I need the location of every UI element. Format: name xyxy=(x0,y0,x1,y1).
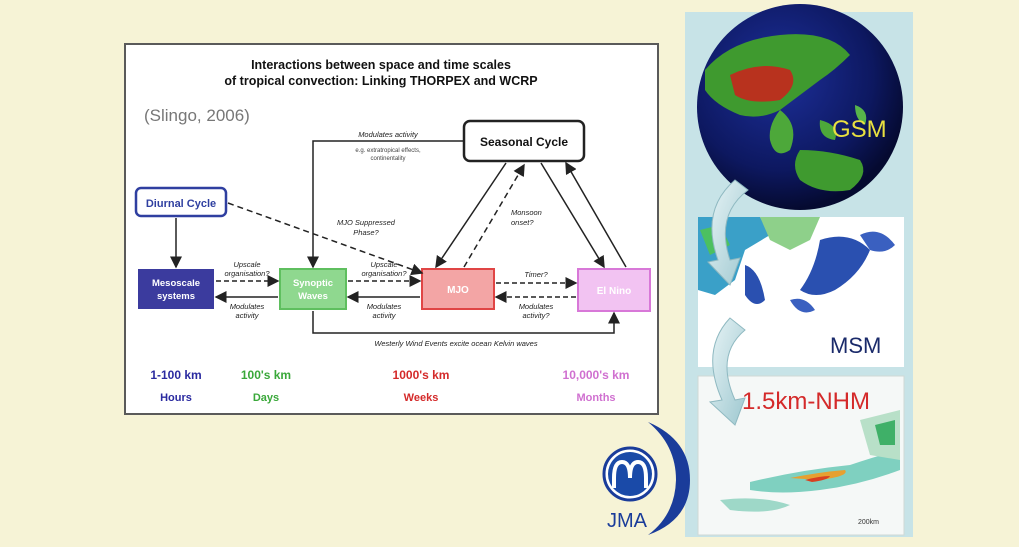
mesoscale-label-2: systems xyxy=(157,291,195,302)
timer-label: Timer? xyxy=(524,270,548,279)
scale-space-2: 100's km xyxy=(241,368,291,382)
diagram-title-line2: of tropical convection: Linking THORPEX … xyxy=(224,74,537,88)
seasonal-cycle-label: Seasonal Cycle xyxy=(480,135,568,149)
elnino-to-seasonal-arrow xyxy=(565,161,627,268)
scale-space-4: 10,000's km xyxy=(563,368,630,382)
extratropical-label-1: e.g. extratropical effects, xyxy=(355,148,421,154)
scale-space-1: 1-100 km xyxy=(150,368,201,382)
westerly-wind-arrow xyxy=(312,311,620,334)
modulates2-label-2: activity xyxy=(373,311,397,320)
seasonal-to-elnino-arrow xyxy=(540,162,605,269)
modulates3-label-2: activity? xyxy=(522,311,550,320)
scale-time-2: Days xyxy=(253,392,279,404)
upscale1-label-2: organisation? xyxy=(224,269,270,278)
scale-time-1: Hours xyxy=(160,392,192,404)
msm-to-nhm-arrow xyxy=(708,317,746,426)
diurnal-cycle-label: Diurnal Cycle xyxy=(146,198,216,210)
scale-time-4: Months xyxy=(576,392,615,404)
mjo-suppressed-label-1: MJO Suppressed xyxy=(337,218,396,227)
diurnal-cycle-node xyxy=(134,186,228,218)
gsm-label: GSM xyxy=(832,116,887,143)
nhm-label: 1.5km-NHM xyxy=(742,388,870,415)
seasonal-to-synoptic-arrow xyxy=(307,140,464,269)
mjo-label: MJO xyxy=(447,285,469,296)
modulates1-label-2: activity xyxy=(236,311,260,320)
upscale1-label-1: Upscale xyxy=(233,260,260,269)
modulates2-label-1: Modulates xyxy=(367,302,402,311)
modulates3-label-1: Modulates xyxy=(519,302,554,311)
synoptic-label-2: Waves xyxy=(298,291,328,302)
gsm-globe xyxy=(697,4,903,210)
mesoscale-node xyxy=(138,269,214,309)
interaction-diagram: Interactions between space and time scal… xyxy=(134,58,651,404)
citation: (Slingo, 2006) xyxy=(144,106,250,125)
msm-label: MSM xyxy=(830,333,881,358)
mjo-suppressed-label-2: Phase? xyxy=(353,228,379,237)
el-nino-label: El Nino xyxy=(597,286,631,297)
scale-time-3: Weeks xyxy=(404,392,439,404)
seasonal-to-mjo-arrow xyxy=(435,162,507,269)
synoptic-label-1: Synoptic xyxy=(293,278,333,289)
modulates1-label-1: Modulates xyxy=(230,302,265,311)
diagram-title-line1: Interactions between space and time scal… xyxy=(251,58,511,72)
mesoscale-label-1: Mesoscale xyxy=(152,278,200,289)
diurnal-to-mjo-arrow xyxy=(227,202,424,276)
modulates-activity-top-label: Modulates activity xyxy=(358,130,419,139)
upscale2-label-2: organisation? xyxy=(361,269,407,278)
westerly-label: Westerly Wind Events excite ocean Kelvin… xyxy=(374,339,537,348)
gsm-to-msm-arrow xyxy=(707,179,749,286)
extratropical-label-2: continentality xyxy=(370,156,405,162)
diagram-panel: Interactions between space and time scal… xyxy=(124,43,659,415)
scale-space-3: 1000's km xyxy=(393,368,450,382)
upscale2-label-1: Upscale xyxy=(370,260,397,269)
monsoon-label-1: Monsoon xyxy=(511,208,542,217)
nhm-scale-label: 200km xyxy=(858,519,879,526)
jma-logo xyxy=(602,422,690,535)
jma-logo-text: JMA xyxy=(607,510,648,532)
mjo-node xyxy=(421,268,495,310)
monsoon-label-2: onset? xyxy=(511,218,534,227)
el-nino-node xyxy=(577,268,651,312)
synoptic-waves-node xyxy=(279,268,347,310)
